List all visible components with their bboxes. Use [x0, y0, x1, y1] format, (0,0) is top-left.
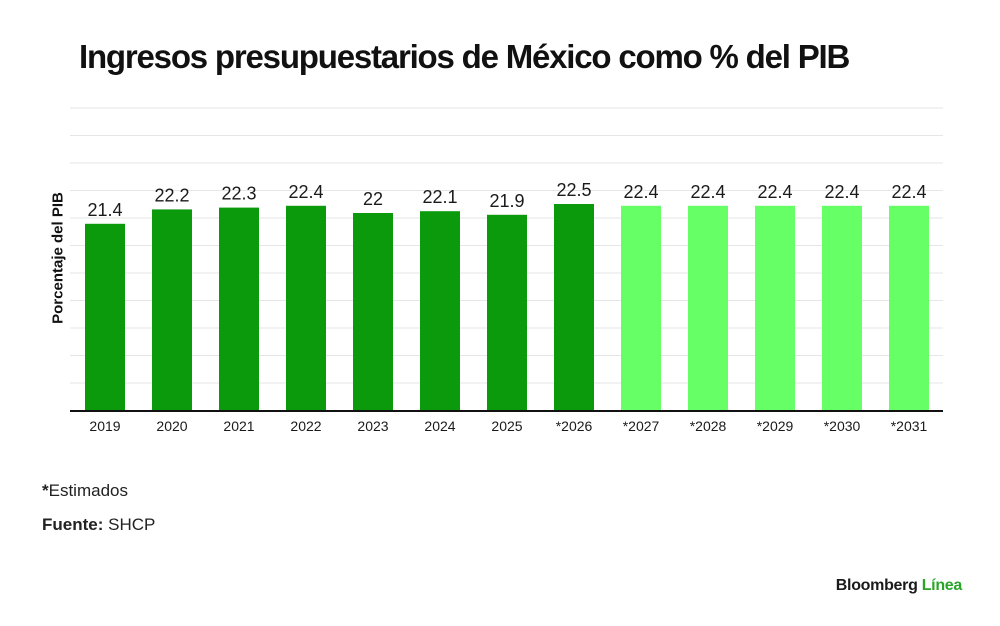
bar: [152, 209, 192, 411]
source-label: Fuente:: [42, 515, 104, 534]
bar: [755, 205, 795, 411]
bar: [353, 213, 393, 411]
data-label: 22.4: [757, 182, 792, 202]
chart-title: Ingresos presupuestarios de México como …: [79, 38, 850, 75]
data-label: 21.9: [489, 191, 524, 211]
x-tick-label: *2030: [824, 418, 861, 434]
data-labels: 21.4 22.2 22.3 22.4 22 22.1 21.9 22.5 22.4 22.4 22…: [87, 180, 926, 220]
data-label: 22.2: [154, 185, 189, 205]
x-tick-label: 2020: [156, 418, 187, 434]
data-label: 22.4: [623, 182, 658, 202]
y-axis-label: Porcentaje del PIB: [49, 192, 67, 324]
bar: [554, 204, 594, 411]
bar: [487, 214, 527, 411]
bar: [889, 205, 929, 411]
bar: [822, 205, 862, 411]
logo-brand: Bloomberg: [835, 577, 918, 594]
bar: [621, 205, 661, 411]
logo-accent: Línea: [921, 577, 963, 594]
data-label: 22.4: [891, 182, 926, 202]
data-label: 22.4: [288, 182, 323, 202]
data-label: 21.4: [87, 200, 122, 220]
bar: [85, 223, 125, 411]
x-tick-label: 2019: [89, 418, 120, 434]
data-label: 22.3: [221, 184, 256, 204]
data-label: 22.5: [556, 180, 591, 200]
x-tick-labels: 2019 2020 2021 2022 2023 2024 2025 *2026 *2027 *2…: [89, 418, 927, 434]
bar: [286, 205, 326, 411]
footnote: *Estimados: [42, 481, 128, 501]
x-tick-label: 2023: [357, 418, 388, 434]
data-label: 22: [363, 189, 383, 209]
bar: [420, 211, 460, 411]
source-text: SHCP: [108, 515, 156, 534]
footnote-text: Estimados: [48, 481, 128, 500]
bars: [85, 204, 929, 411]
x-tick-label: *2029: [757, 418, 794, 434]
source-note: Fuente: SHCP: [42, 515, 155, 535]
x-tick-label: *2028: [690, 418, 727, 434]
x-tick-label: *2031: [891, 418, 928, 434]
x-tick-label: 2024: [424, 418, 455, 434]
data-label: 22.1: [422, 187, 457, 207]
bloomberg-linea-logo: Bloomberg Línea: [835, 577, 963, 595]
data-label: 22.4: [690, 182, 725, 202]
x-tick-label: 2022: [290, 418, 321, 434]
x-tick-label: 2021: [223, 418, 254, 434]
data-label: 22.4: [824, 182, 859, 202]
x-tick-label: 2025: [491, 418, 522, 434]
x-tick-label: *2026: [556, 418, 593, 434]
bar: [688, 205, 728, 411]
footnote-mark: *: [42, 481, 49, 500]
x-tick-label: *2027: [623, 418, 660, 434]
bar: [219, 207, 259, 411]
